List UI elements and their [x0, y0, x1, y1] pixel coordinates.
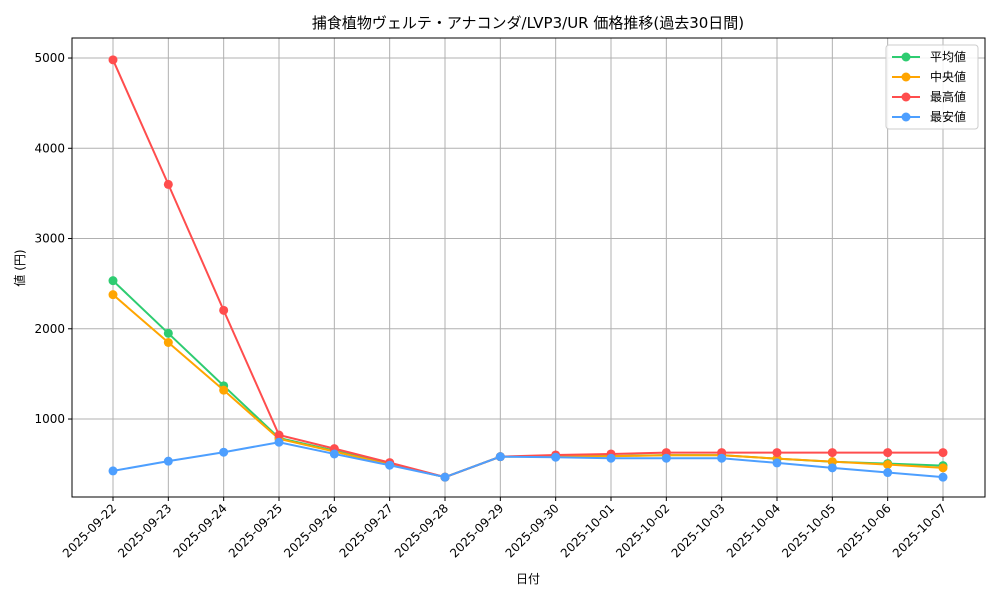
legend-box: [885, 44, 979, 130]
x-tick-label: 2025-09-24: [171, 501, 230, 560]
data-point: [274, 437, 284, 447]
chart-title: 捕食植物ヴェルテ・アナコンダ/LVP3/UR 価格推移(過去30日間): [312, 14, 744, 32]
data-point: [219, 305, 229, 315]
y-axis: 1000 2000 3000 4000 5000: [34, 51, 72, 426]
y-tick-label: 3000: [34, 232, 65, 246]
data-point: [827, 463, 837, 473]
plot-frame: [71, 37, 986, 498]
data-point: [827, 448, 837, 458]
data-point: [772, 458, 782, 468]
x-tick-label: 2025-10-05: [779, 501, 838, 560]
x-tick-label: 2025-10-07: [890, 501, 949, 560]
x-axis-label: 日付: [516, 572, 540, 586]
y-tick-label: 1000: [34, 412, 65, 426]
y-tick-label: 2000: [34, 322, 65, 336]
data-point: [606, 453, 616, 463]
data-point: [938, 448, 948, 458]
data-point: [219, 447, 229, 457]
legend-label: 最高値: [930, 89, 966, 104]
x-tick-label: 2025-09-25: [226, 501, 285, 560]
x-tick-label: 2025-10-02: [613, 501, 672, 560]
data-point: [108, 55, 118, 65]
data-point: [551, 452, 561, 462]
series-line: [112, 441, 944, 479]
x-tick-label: 2025-10-06: [835, 501, 894, 560]
data-point: [108, 290, 118, 300]
data-point: [274, 430, 284, 440]
y-tick-label: 5000: [34, 51, 65, 65]
x-tick-label: 2025-09-30: [503, 501, 562, 560]
series-group: [108, 55, 948, 482]
data-point: [938, 463, 948, 473]
data-point: [938, 472, 948, 482]
x-tick-label: 2025-09-23: [115, 501, 174, 560]
x-tick-label: 2025-09-28: [392, 501, 451, 560]
data-point: [329, 449, 339, 459]
x-tick-label: 2025-09-26: [281, 501, 340, 560]
x-tick-label: 2025-10-01: [558, 501, 617, 560]
data-point: [440, 472, 450, 482]
data-point: [163, 337, 173, 347]
y-tick-label: 4000: [34, 141, 65, 155]
data-point: [827, 457, 837, 467]
data-point: [163, 328, 173, 338]
series-line: [112, 279, 944, 479]
legend-label: 平均値: [930, 49, 966, 64]
data-point: [883, 460, 893, 470]
data-point: [108, 276, 118, 286]
x-tick-label: 2025-10-03: [669, 501, 728, 560]
legend-marker: [901, 112, 911, 122]
data-point: [661, 453, 671, 463]
data-point: [772, 448, 782, 458]
x-tick-label: 2025-09-22: [60, 501, 119, 560]
legend-label: 中央値: [930, 69, 966, 84]
data-point: [385, 460, 395, 470]
x-tick-label: 2025-10-04: [724, 501, 783, 560]
legend-marker: [901, 92, 911, 102]
legend-marker: [901, 72, 911, 82]
series-最高値: [108, 55, 948, 482]
x-tick-label: 2025-09-27: [337, 501, 396, 560]
data-point: [163, 456, 173, 466]
x-axis: 2025-09-222025-09-232025-09-242025-09-25…: [60, 497, 949, 560]
data-point: [219, 385, 229, 395]
data-point: [495, 452, 505, 462]
data-point: [163, 179, 173, 189]
data-point: [883, 448, 893, 458]
legend-marker: [901, 52, 911, 62]
data-point: [717, 453, 727, 463]
series-line: [112, 59, 943, 479]
y-axis-label: 値 (円): [12, 249, 27, 286]
grid: [72, 38, 985, 497]
data-point: [108, 466, 118, 476]
x-tick-label: 2025-09-29: [447, 501, 506, 560]
series-最安値: [108, 437, 948, 482]
data-point: [883, 468, 893, 478]
legend-label: 最安値: [930, 109, 966, 124]
